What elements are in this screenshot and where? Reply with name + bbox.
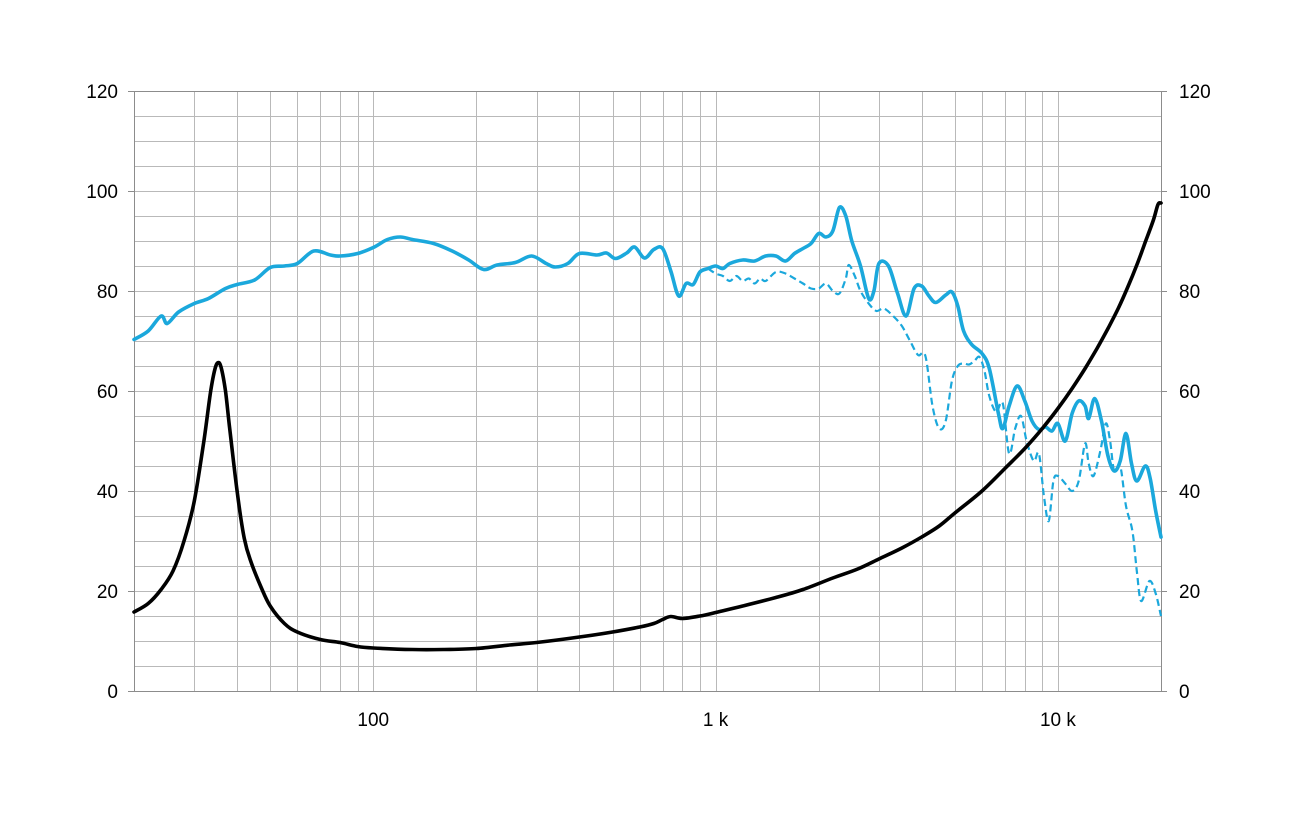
y-left-tick-label: 100 [86,182,118,203]
y-left-tick-label: 60 [97,382,118,403]
x-tick-label: 10 k [1040,710,1076,731]
y-right-tick-label: 120 [1179,82,1211,103]
x-tick-label: 1 k [703,710,729,731]
y-left-tick-label: 120 [86,82,118,103]
y-right-tick-label: 40 [1179,482,1200,503]
y-right-tick-label: 20 [1179,582,1200,603]
y-axis-right-labels: 0 20 40 60 80 100 120 [1179,82,1211,703]
series-line-spl-on-axis [132,205,1163,539]
series-group [132,201,1163,652]
y-right-tick-label: 100 [1179,182,1211,203]
y-right-tick-label: 80 [1179,282,1200,303]
y-right-tick-label: 60 [1179,382,1200,403]
y-right-tick-label: 0 [1179,682,1190,703]
grid [134,91,1162,692]
y-left-tick-label: 40 [97,482,118,503]
series-line-impedance [132,201,1163,652]
y-left-tick-label: 80 [97,282,118,303]
plot-frame [128,91,1167,692]
y-left-tick-label: 20 [97,582,118,603]
series-line-spl-off-axis [707,263,1163,617]
y-left-tick-label: 0 [107,682,118,703]
y-axis-left-labels: 0 20 40 60 80 100 120 [86,82,118,703]
x-axis-labels: 100 1 k 10 k [357,710,1076,731]
x-tick-label: 100 [357,710,389,731]
